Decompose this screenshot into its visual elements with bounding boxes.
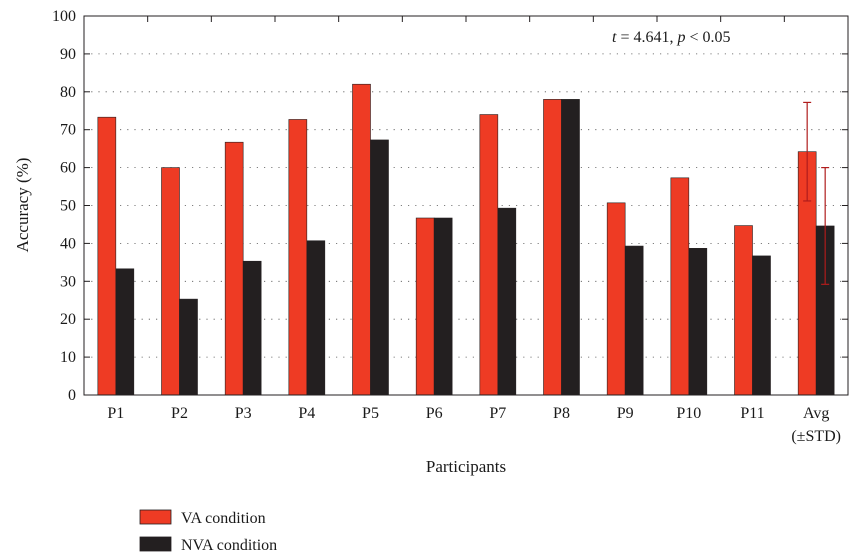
y-axis-title: Accuracy (%) <box>13 158 32 253</box>
bar-va-p6 <box>415 217 435 396</box>
x-tick-label: P8 <box>553 405 570 422</box>
x-axis-title: Participants <box>426 457 506 476</box>
bar-nva-p8 <box>561 99 580 396</box>
y-tick-label: 100 <box>52 8 76 25</box>
x-tick-label: P2 <box>171 405 188 422</box>
legend-swatch-nva <box>139 536 172 552</box>
bar-va-p8 <box>543 99 562 396</box>
y-tick-label: 30 <box>60 273 76 290</box>
p-symbol: p <box>676 29 685 46</box>
bar-va-p5 <box>352 83 371 396</box>
x-tick-label: P4 <box>298 405 315 422</box>
bar-nva-p5 <box>370 139 389 396</box>
x-tick-label: P10 <box>676 405 701 422</box>
bar-va-p1 <box>97 116 117 396</box>
x-tick-label: Avg <box>803 405 829 422</box>
x-tick-label: P1 <box>107 405 124 422</box>
y-tick-label: 20 <box>60 311 76 328</box>
x-axis-ticks: P1 P2 P3 P4 P5 P6 P7 P8 P9 P10 P11 Avg (±STD) <box>107 16 841 445</box>
bar-va-p3 <box>224 141 244 396</box>
y-axis-ticks: 0 10 20 30 40 50 60 70 80 90 100 <box>52 8 848 404</box>
y-tick-label: 50 <box>60 198 76 215</box>
legend-swatch-va <box>139 509 172 525</box>
legend: VA condition NVA condition <box>139 509 277 554</box>
y-tick-label: 10 <box>60 349 76 366</box>
bar-nva-p6 <box>433 217 453 396</box>
legend-label-nva: NVA condition <box>181 537 277 554</box>
y-tick-label: 60 <box>60 160 76 177</box>
x-tick-label: P9 <box>617 405 634 422</box>
x-tick-label: P11 <box>740 405 764 422</box>
bar-nva-p9 <box>624 245 644 396</box>
t-value: = 4.641, <box>616 29 677 46</box>
y-tick-label: 0 <box>68 387 76 404</box>
x-tick-label: P6 <box>426 405 443 422</box>
y-tick-label: 80 <box>60 84 76 101</box>
bar-nva-p11 <box>752 255 771 396</box>
bar-nva-p2 <box>179 298 198 396</box>
bar-va-p10 <box>670 177 690 396</box>
t-symbol: t <box>612 29 617 46</box>
x-tick-label: P3 <box>235 405 252 422</box>
p-value: < 0.05 <box>685 29 730 46</box>
x-tick-label: P7 <box>489 405 506 422</box>
bar-va-p4 <box>288 119 308 396</box>
gridlines <box>84 53 848 358</box>
bar-nva-p10 <box>688 248 708 396</box>
legend-label-va: VA condition <box>181 510 266 527</box>
bar-va-p7 <box>479 114 499 396</box>
bar-va-p2 <box>161 167 180 396</box>
x-tick-sublabel: (±STD) <box>791 428 841 445</box>
error-bars <box>803 101 830 285</box>
bar-nva-p4 <box>306 240 326 396</box>
bars <box>97 83 835 396</box>
bar-nva-p1 <box>115 268 135 396</box>
bar-nva-p7 <box>497 207 517 396</box>
y-tick-label: 70 <box>60 122 76 139</box>
x-tick-label: P5 <box>362 405 379 422</box>
y-tick-label: 40 <box>60 235 76 252</box>
bar-va-p11 <box>734 225 753 396</box>
y-tick-label: 90 <box>60 46 76 63</box>
bar-va-p9 <box>606 202 626 396</box>
stats-annotation: t = 4.641, p < 0.05 <box>612 29 731 46</box>
bar-nva-p3 <box>242 260 262 396</box>
